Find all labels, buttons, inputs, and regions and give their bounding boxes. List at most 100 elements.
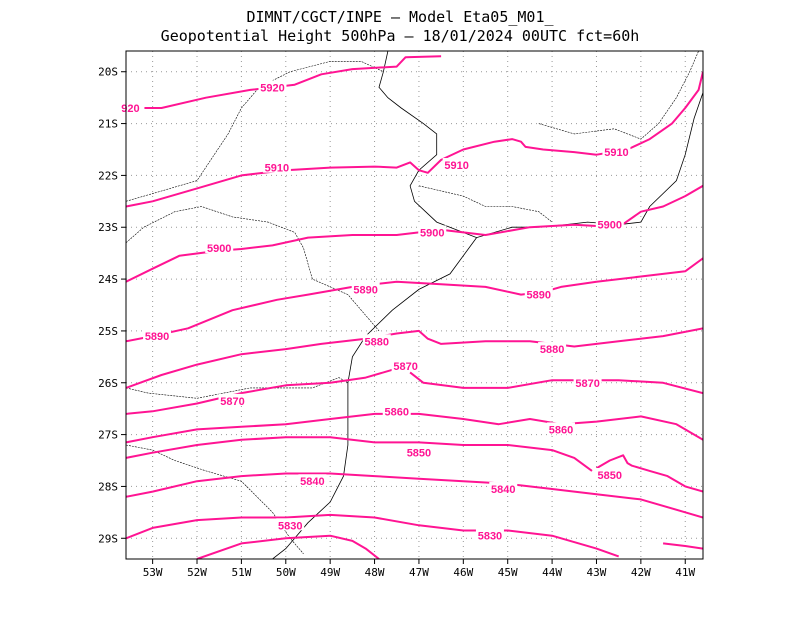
contour-label-bg bbox=[382, 404, 411, 417]
contour-5890 bbox=[126, 257, 703, 343]
contour-label-bg bbox=[475, 528, 504, 541]
contour-5850 bbox=[126, 436, 593, 472]
contour-lines bbox=[126, 55, 703, 559]
contour-label-bg bbox=[362, 334, 391, 347]
state-border-5 bbox=[538, 51, 699, 140]
contour-label-bg bbox=[538, 342, 567, 355]
contour-label-bg bbox=[524, 287, 553, 300]
contour-label-bg bbox=[218, 393, 247, 406]
contour-label: 5910 bbox=[265, 163, 289, 175]
contour-label: 5880 bbox=[365, 336, 389, 348]
x-tick-label: 43W bbox=[587, 566, 607, 579]
x-tick-label: 44W bbox=[542, 566, 562, 579]
y-tick-label: 27S bbox=[98, 429, 118, 442]
contour-label: 5840 bbox=[491, 484, 515, 496]
contour-5880 bbox=[126, 327, 703, 389]
axis-ticks: 53W 52W 51W 50W 49W 48W 47W 46W 45W 44W 43W 42W 41W 2… bbox=[98, 66, 695, 579]
contour-label: 5910 bbox=[604, 147, 628, 159]
y-tick-label: 28S bbox=[98, 480, 118, 493]
contour-label-bg bbox=[205, 240, 234, 253]
x-tick-label: 48W bbox=[365, 566, 385, 579]
contour-label-bg bbox=[546, 422, 575, 435]
x-tick-label: 41W bbox=[675, 566, 695, 579]
contour-label: 5830 bbox=[278, 520, 302, 532]
contour-label-bg bbox=[258, 80, 287, 93]
coastline-north bbox=[378, 51, 703, 239]
x-tick-label: 49W bbox=[320, 566, 340, 579]
contour-5910 bbox=[126, 71, 703, 208]
y-tick-label: 24S bbox=[98, 273, 118, 286]
contour-label-bg bbox=[116, 101, 145, 114]
contour-label: 5850 bbox=[407, 448, 431, 460]
y-tick-label: 23S bbox=[98, 221, 118, 234]
contour-label: 5920 bbox=[260, 82, 284, 94]
chart-title-line2: Geopotential Height 500hPa – 18/01/2024 … bbox=[161, 27, 640, 45]
contour-labels: 5920 920 5910 5910 5910 5900 5900 5900 5890 5890 5… bbox=[116, 80, 631, 543]
x-tick-label: 46W bbox=[453, 566, 473, 579]
x-tick-label: 45W bbox=[498, 566, 518, 579]
contour-label: 5890 bbox=[353, 284, 377, 296]
contour-label-bg bbox=[391, 359, 420, 372]
contour-label-bg bbox=[573, 375, 602, 388]
contour-label: 5870 bbox=[393, 361, 417, 373]
x-tick-label: 51W bbox=[231, 566, 251, 579]
contour-label: 5850 bbox=[598, 470, 622, 482]
contour-5870-east bbox=[409, 371, 703, 395]
contour-label-bg bbox=[595, 468, 624, 481]
contour-label-bg bbox=[595, 217, 624, 230]
contour-label: 5900 bbox=[207, 243, 231, 255]
y-tick-label: 21S bbox=[98, 118, 118, 131]
contour-label: 5860 bbox=[385, 406, 409, 418]
contour-5870-west bbox=[126, 368, 393, 415]
contour-label-bg bbox=[351, 282, 380, 295]
contour-label-bg bbox=[489, 482, 518, 495]
contour-label-bg bbox=[404, 445, 433, 458]
x-tick-label: 42W bbox=[631, 566, 651, 579]
y-tick-label: 29S bbox=[98, 532, 118, 545]
contour-label: 5880 bbox=[540, 344, 564, 356]
contour-label: 5840 bbox=[300, 476, 324, 488]
contour-label: 920 bbox=[121, 103, 139, 115]
contour-label: 5890 bbox=[527, 290, 551, 302]
contour-5830 bbox=[126, 513, 620, 558]
contour-5820-east bbox=[662, 542, 703, 550]
x-tick-label: 53W bbox=[143, 566, 163, 579]
x-tick-label: 50W bbox=[276, 566, 296, 579]
y-tick-label: 20S bbox=[98, 66, 118, 79]
contour-label-bg bbox=[442, 158, 471, 171]
contour-label: 5870 bbox=[220, 396, 244, 408]
contour-label: 5900 bbox=[420, 227, 444, 239]
contour-label: 5910 bbox=[444, 160, 468, 172]
y-tick-label: 25S bbox=[98, 325, 118, 338]
state-border-4 bbox=[418, 185, 553, 223]
chart-title-line1: DIMNT/CGCT/INPE – Model Eta05_M01_ bbox=[246, 8, 554, 26]
contour-label: 5900 bbox=[598, 220, 622, 232]
contour-5820 bbox=[196, 534, 380, 559]
contour-5920 bbox=[126, 55, 442, 109]
contour-label-bg bbox=[602, 145, 631, 158]
contour-5850-east-closed bbox=[595, 454, 703, 493]
contour-5840 bbox=[126, 472, 703, 519]
contour-label: 5890 bbox=[145, 331, 169, 343]
contour-label-bg bbox=[262, 160, 291, 173]
contour-label: 5860 bbox=[549, 424, 573, 436]
x-tick-label: 52W bbox=[187, 566, 207, 579]
y-tick-label: 22S bbox=[98, 169, 118, 182]
contour-label: 5870 bbox=[575, 378, 599, 390]
state-border-0 bbox=[126, 61, 384, 202]
contour-label-bg bbox=[143, 329, 172, 342]
grid-lines bbox=[126, 51, 703, 559]
plot-frame bbox=[125, 50, 704, 560]
coastline-south bbox=[272, 237, 477, 559]
contour-label-bg bbox=[298, 474, 327, 487]
contour-label-bg bbox=[418, 225, 447, 238]
contour-5860 bbox=[126, 412, 703, 444]
contour-label-bg bbox=[276, 518, 305, 531]
map-boundaries bbox=[126, 51, 703, 559]
state-border-1 bbox=[126, 206, 380, 332]
state-border-2 bbox=[126, 377, 349, 399]
x-tick-label: 47W bbox=[409, 566, 429, 579]
y-tick-label: 26S bbox=[98, 377, 118, 390]
contour-label: 5830 bbox=[478, 531, 502, 543]
